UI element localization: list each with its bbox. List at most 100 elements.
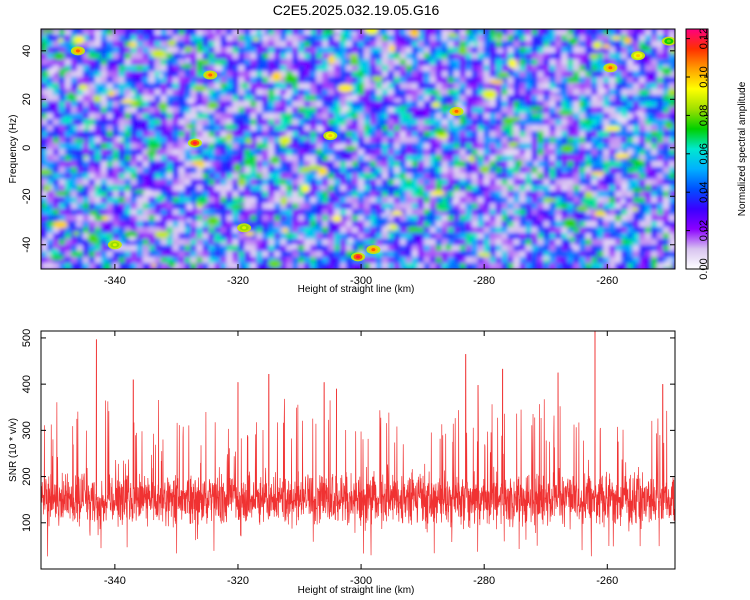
spectrogram-cell	[579, 185, 586, 192]
spectrogram-cell	[465, 119, 473, 126]
spectrogram-cell	[585, 35, 592, 42]
spectrogram-cell	[136, 53, 144, 60]
spectrogram-cell	[172, 95, 180, 102]
spectrogram-cell	[465, 47, 473, 54]
spectrogram-cell	[531, 143, 539, 150]
spectrogram-cell	[417, 119, 425, 126]
spectrogram-cell	[292, 251, 299, 258]
spectrogram-cell	[621, 53, 628, 60]
spectrogram-cell	[639, 203, 646, 210]
spectrogram-cell	[202, 41, 210, 48]
spectrogram-cell	[507, 65, 515, 72]
spectrogram-cell	[256, 35, 263, 42]
spectrogram-cell	[585, 179, 592, 186]
spectrogram-cell	[196, 215, 204, 222]
spectrogram-cell	[310, 245, 317, 252]
spectrogram-cell	[423, 203, 431, 210]
spectrogram-cell	[346, 227, 353, 234]
spectrogram-cell	[459, 113, 467, 120]
spectrogram-cell	[363, 131, 371, 138]
spectrogram-cell	[381, 119, 389, 126]
spectrogram-cell	[136, 119, 144, 126]
spectrogram-gap	[666, 257, 674, 262]
spectrogram-cell	[94, 203, 102, 210]
spectrogram-cell	[184, 233, 192, 240]
spectrogram-cell	[555, 179, 562, 186]
spectrogram-cell	[46, 191, 54, 198]
spectrogram-cell	[340, 161, 347, 168]
spectrogram-cell	[196, 131, 204, 138]
spectrogram-cell	[64, 89, 72, 96]
spectrogram-cell	[208, 179, 216, 186]
snr-peaks	[95, 331, 664, 486]
spectrogram-cell	[603, 257, 610, 264]
spectrogram-cell	[340, 233, 347, 240]
spectrogram-cell	[46, 71, 54, 78]
spectrogram-cell	[298, 149, 305, 156]
spectrogram-cell	[519, 149, 527, 156]
spectrogram-cell	[447, 167, 455, 174]
spectrogram-cell	[202, 263, 210, 269]
spectrogram-cell	[375, 203, 383, 210]
spectrogram-cell	[322, 239, 329, 246]
spectrogram-cell	[441, 29, 449, 36]
spectrogram-cell	[136, 89, 144, 96]
spectrogram-cell	[124, 245, 132, 252]
spectrogram-cell	[142, 245, 150, 252]
spectrogram-cell	[58, 161, 66, 168]
spectrogram-cell	[310, 239, 317, 246]
spectrogram-cell	[328, 65, 335, 72]
spectrogram-cell	[555, 245, 562, 252]
spectrogram-cell	[256, 65, 263, 72]
spectrogram-cell	[579, 209, 586, 216]
spectrogram-cell	[160, 119, 168, 126]
spectrogram-cell	[160, 89, 168, 96]
spectrogram-cell	[519, 227, 527, 234]
spectrogram-cell	[262, 185, 269, 192]
spectrogram-cell	[609, 191, 616, 198]
spectrogram-cell	[597, 227, 604, 234]
spectrogram-cell	[106, 41, 114, 48]
spectrogram-cell	[633, 107, 640, 114]
spectrogram-cell	[645, 83, 652, 90]
spectrogram-cell	[106, 83, 114, 90]
spectrogram-cell	[322, 53, 329, 60]
spectrogram-cell	[555, 101, 562, 108]
spectrogram-cell	[334, 221, 341, 228]
spectrogram-cell	[340, 137, 347, 144]
spectrogram-cell	[513, 185, 521, 192]
spectrogram-cell	[459, 251, 467, 258]
spectrogram-cell	[429, 149, 437, 156]
spectrogram-cell	[483, 185, 491, 192]
spectrogram-cell	[334, 119, 341, 126]
spectrogram-cell	[64, 71, 72, 78]
spectrogram-cell	[118, 221, 126, 228]
spectrogram-cell	[621, 29, 628, 36]
spectrogram-cell	[453, 209, 461, 216]
spectrogram-cell	[627, 197, 634, 204]
spectrogram-cell	[262, 245, 269, 252]
spectrogram-cell	[304, 83, 311, 90]
spectrogram-cell	[447, 65, 455, 72]
spectrogram-cell	[459, 35, 467, 42]
spectrogram-cell	[148, 227, 156, 234]
spectrogram-blob	[244, 231, 255, 237]
spectrogram-cell	[651, 179, 658, 186]
spectrogram-cell	[525, 137, 533, 144]
spectrogram-cell	[597, 203, 604, 210]
spectrogram-cell	[70, 149, 78, 156]
spectrogram-cell	[64, 263, 72, 269]
spectrogram-blob	[233, 163, 242, 172]
spectrogram-cell	[76, 233, 84, 240]
spectrogram-cell	[489, 149, 497, 156]
spectrogram-cell	[591, 227, 598, 234]
spectrogram-cell	[136, 83, 144, 90]
spectrogram-cell	[82, 173, 90, 180]
spectrogram-cell	[603, 119, 610, 126]
spectrogram-cell	[441, 251, 449, 258]
spectrogram-cell	[130, 257, 138, 264]
spectrogram-cell	[112, 251, 120, 258]
spectrogram-cell	[507, 227, 515, 234]
